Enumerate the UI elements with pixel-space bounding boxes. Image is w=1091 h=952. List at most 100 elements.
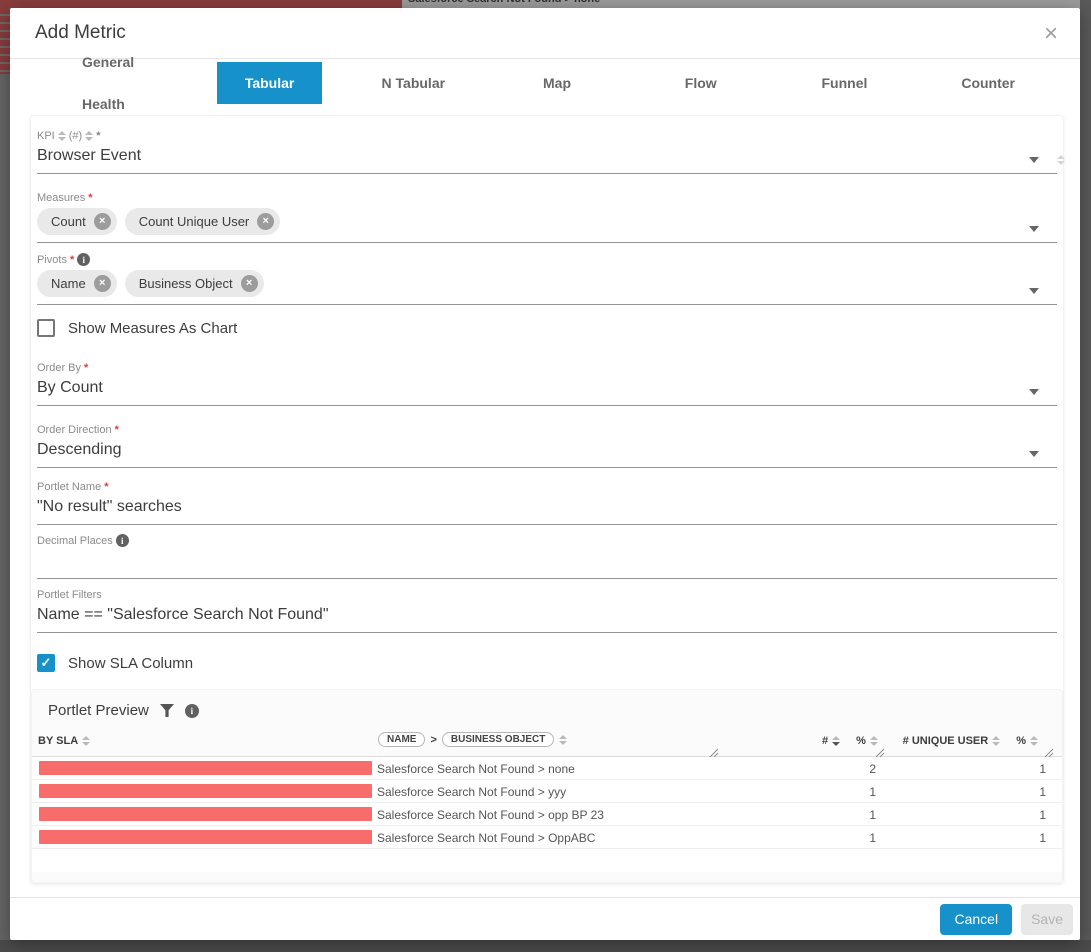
sla-bar — [39, 830, 372, 844]
tab-n-tabular[interactable]: N Tabular — [381, 75, 446, 91]
tab-tabular[interactable]: Tabular — [198, 62, 342, 104]
dropdown-caret-icon[interactable] — [1029, 288, 1039, 294]
table-row: Salesforce Search Not Found > none 2 1 — [32, 757, 1062, 780]
sort-icon[interactable] — [1030, 736, 1038, 746]
chip-count-unique-user[interactable]: Count Unique User × — [124, 208, 281, 235]
measures-label: Measures * — [37, 191, 93, 204]
tab-funnel[interactable]: Funnel — [821, 75, 868, 91]
dropdown-caret-icon[interactable] — [1029, 226, 1039, 232]
tab-bar: General Health Tabular N Tabular Map Flo… — [54, 54, 1060, 112]
sort-icon — [57, 130, 66, 141]
required-mark: * — [69, 253, 75, 266]
portlet-name-field[interactable]: Portlet Name * "No result" searches — [37, 479, 1057, 525]
info-icon[interactable]: i — [77, 253, 91, 266]
portlet-preview-panel: Portlet Preview i BY SLA NAME > — [31, 689, 1063, 883]
column-unique-user[interactable]: # UNIQUE USER % — [903, 735, 1038, 747]
table-empty-row — [32, 849, 1062, 872]
tab-counter[interactable]: Counter — [961, 75, 1015, 91]
show-sla-column-checkbox[interactable]: ✓ — [37, 654, 55, 672]
table-row: Salesforce Search Not Found > OppABC 1 1 — [32, 826, 1062, 849]
order-direction-select[interactable]: Order Direction * Descending — [37, 422, 1057, 468]
order-by-value: By Count — [37, 379, 103, 396]
pivots-label: Pivots * i — [37, 252, 1057, 267]
portlet-filters-value: Name == "Salesforce Search Not Found" — [37, 606, 329, 623]
kpi-select[interactable]: KPI (#) * Browser Event — [37, 128, 1065, 174]
preview-table-body: Salesforce Search Not Found > none 2 1 S… — [32, 757, 1062, 872]
checkbox-label: Show Measures As Chart — [68, 319, 238, 337]
save-button[interactable]: Save — [1021, 903, 1073, 935]
sort-icon[interactable] — [559, 734, 568, 745]
portlet-name-label: Portlet Name * — [37, 480, 109, 493]
measures-chips: Count × Count Unique User × — [37, 208, 1057, 236]
remove-icon[interactable]: × — [93, 275, 111, 292]
column-count[interactable]: # % — [822, 735, 878, 747]
required-mark: * — [104, 480, 109, 493]
decimal-places-field[interactable]: Decimal Places i — [37, 533, 1057, 579]
add-metric-dialog: Add Metric × General Health Tabular N Ta… — [10, 8, 1080, 940]
order-direction-value: Descending — [37, 441, 122, 458]
funnel-icon[interactable] — [159, 704, 174, 717]
sort-icon[interactable] — [992, 736, 1001, 746]
info-icon[interactable]: i — [184, 703, 199, 718]
preview-table-header: BY SLA NAME > BUSINESS OBJECT # — [32, 728, 1062, 758]
dropdown-caret-icon[interactable] — [1029, 451, 1039, 457]
cancel-button[interactable]: Cancel — [940, 903, 1013, 935]
order-direction-label: Order Direction * — [37, 423, 119, 436]
measures-select[interactable]: Measures * Count × Count Unique User × — [37, 190, 1057, 243]
required-mark: * — [88, 191, 93, 204]
show-measures-as-chart-checkbox[interactable] — [37, 319, 55, 337]
decimal-places-label: Decimal Places i — [37, 533, 1057, 548]
spinner-icon[interactable] — [1057, 155, 1065, 165]
required-mark: * — [114, 423, 119, 436]
chip-name[interactable]: Name × — [37, 270, 117, 297]
portlet-preview-title-row: Portlet Preview i — [48, 702, 199, 719]
required-mark: * — [96, 129, 101, 142]
background-left-edge — [0, 8, 10, 952]
portlet-preview-title: Portlet Preview — [48, 702, 149, 719]
column-name-business-object[interactable]: NAME > BUSINESS OBJECT — [378, 732, 568, 747]
remove-icon[interactable]: × — [257, 213, 275, 230]
kpi-label: KPI (#) * — [37, 129, 101, 142]
remove-icon[interactable]: × — [240, 275, 258, 292]
sort-icon — [85, 130, 94, 141]
order-by-select[interactable]: Order By * By Count — [37, 360, 1057, 406]
background-page-strip: Salesforce Search Not Found > none — [0, 0, 1091, 8]
table-row: Salesforce Search Not Found > yyy 1 1 — [32, 780, 1062, 803]
background-row-text: Salesforce Search Not Found > none — [408, 0, 600, 5]
dialog-title: Add Metric — [35, 22, 126, 43]
remove-icon[interactable]: × — [93, 213, 111, 230]
tab-map[interactable]: Map — [543, 75, 572, 91]
info-icon[interactable]: i — [115, 534, 129, 547]
chip-count[interactable]: Count × — [37, 208, 117, 235]
checkbox-label: Show SLA Column — [68, 654, 194, 672]
column-unique-user-pct: % — [1016, 735, 1026, 747]
kpi-value: Browser Event — [37, 147, 142, 164]
portlet-filters-field[interactable]: Portlet Filters Name == "Salesforce Sear… — [37, 587, 1057, 633]
resize-handle-icon[interactable] — [708, 745, 719, 763]
check-icon: ✓ — [40, 655, 52, 670]
dialog-footer: Cancel Save — [10, 897, 1080, 940]
sort-icon-active[interactable] — [832, 736, 841, 746]
table-row: Salesforce Search Not Found > opp BP 23 … — [32, 803, 1062, 826]
tab-general-health[interactable]: General Health — [82, 54, 135, 112]
resize-handle-icon[interactable] — [1043, 745, 1054, 763]
dropdown-caret-icon[interactable] — [1029, 157, 1039, 163]
sla-bar — [39, 784, 372, 798]
pivots-chips: Name × Business Object × — [37, 270, 1057, 298]
pivots-select[interactable]: Pivots * i Name × Business Object × — [37, 252, 1057, 305]
resize-handle-icon[interactable] — [874, 745, 885, 763]
header-divider — [10, 58, 1080, 59]
background-scrollbar[interactable] — [1080, 0, 1091, 952]
portlet-name-value: "No result" searches — [37, 498, 182, 515]
close-icon[interactable]: × — [1043, 20, 1058, 47]
show-sla-column-row: ✓ Show SLA Column — [37, 654, 193, 672]
column-by-sla[interactable]: BY SLA — [38, 735, 91, 747]
sort-icon[interactable] — [82, 736, 91, 746]
sort-icon[interactable] — [869, 736, 878, 746]
pill-separator: > — [430, 733, 437, 746]
column-count-pct: % — [856, 735, 866, 747]
chip-business-object[interactable]: Business Object × — [124, 270, 264, 297]
dropdown-caret-icon[interactable] — [1029, 389, 1039, 395]
tab-flow[interactable]: Flow — [684, 75, 717, 91]
